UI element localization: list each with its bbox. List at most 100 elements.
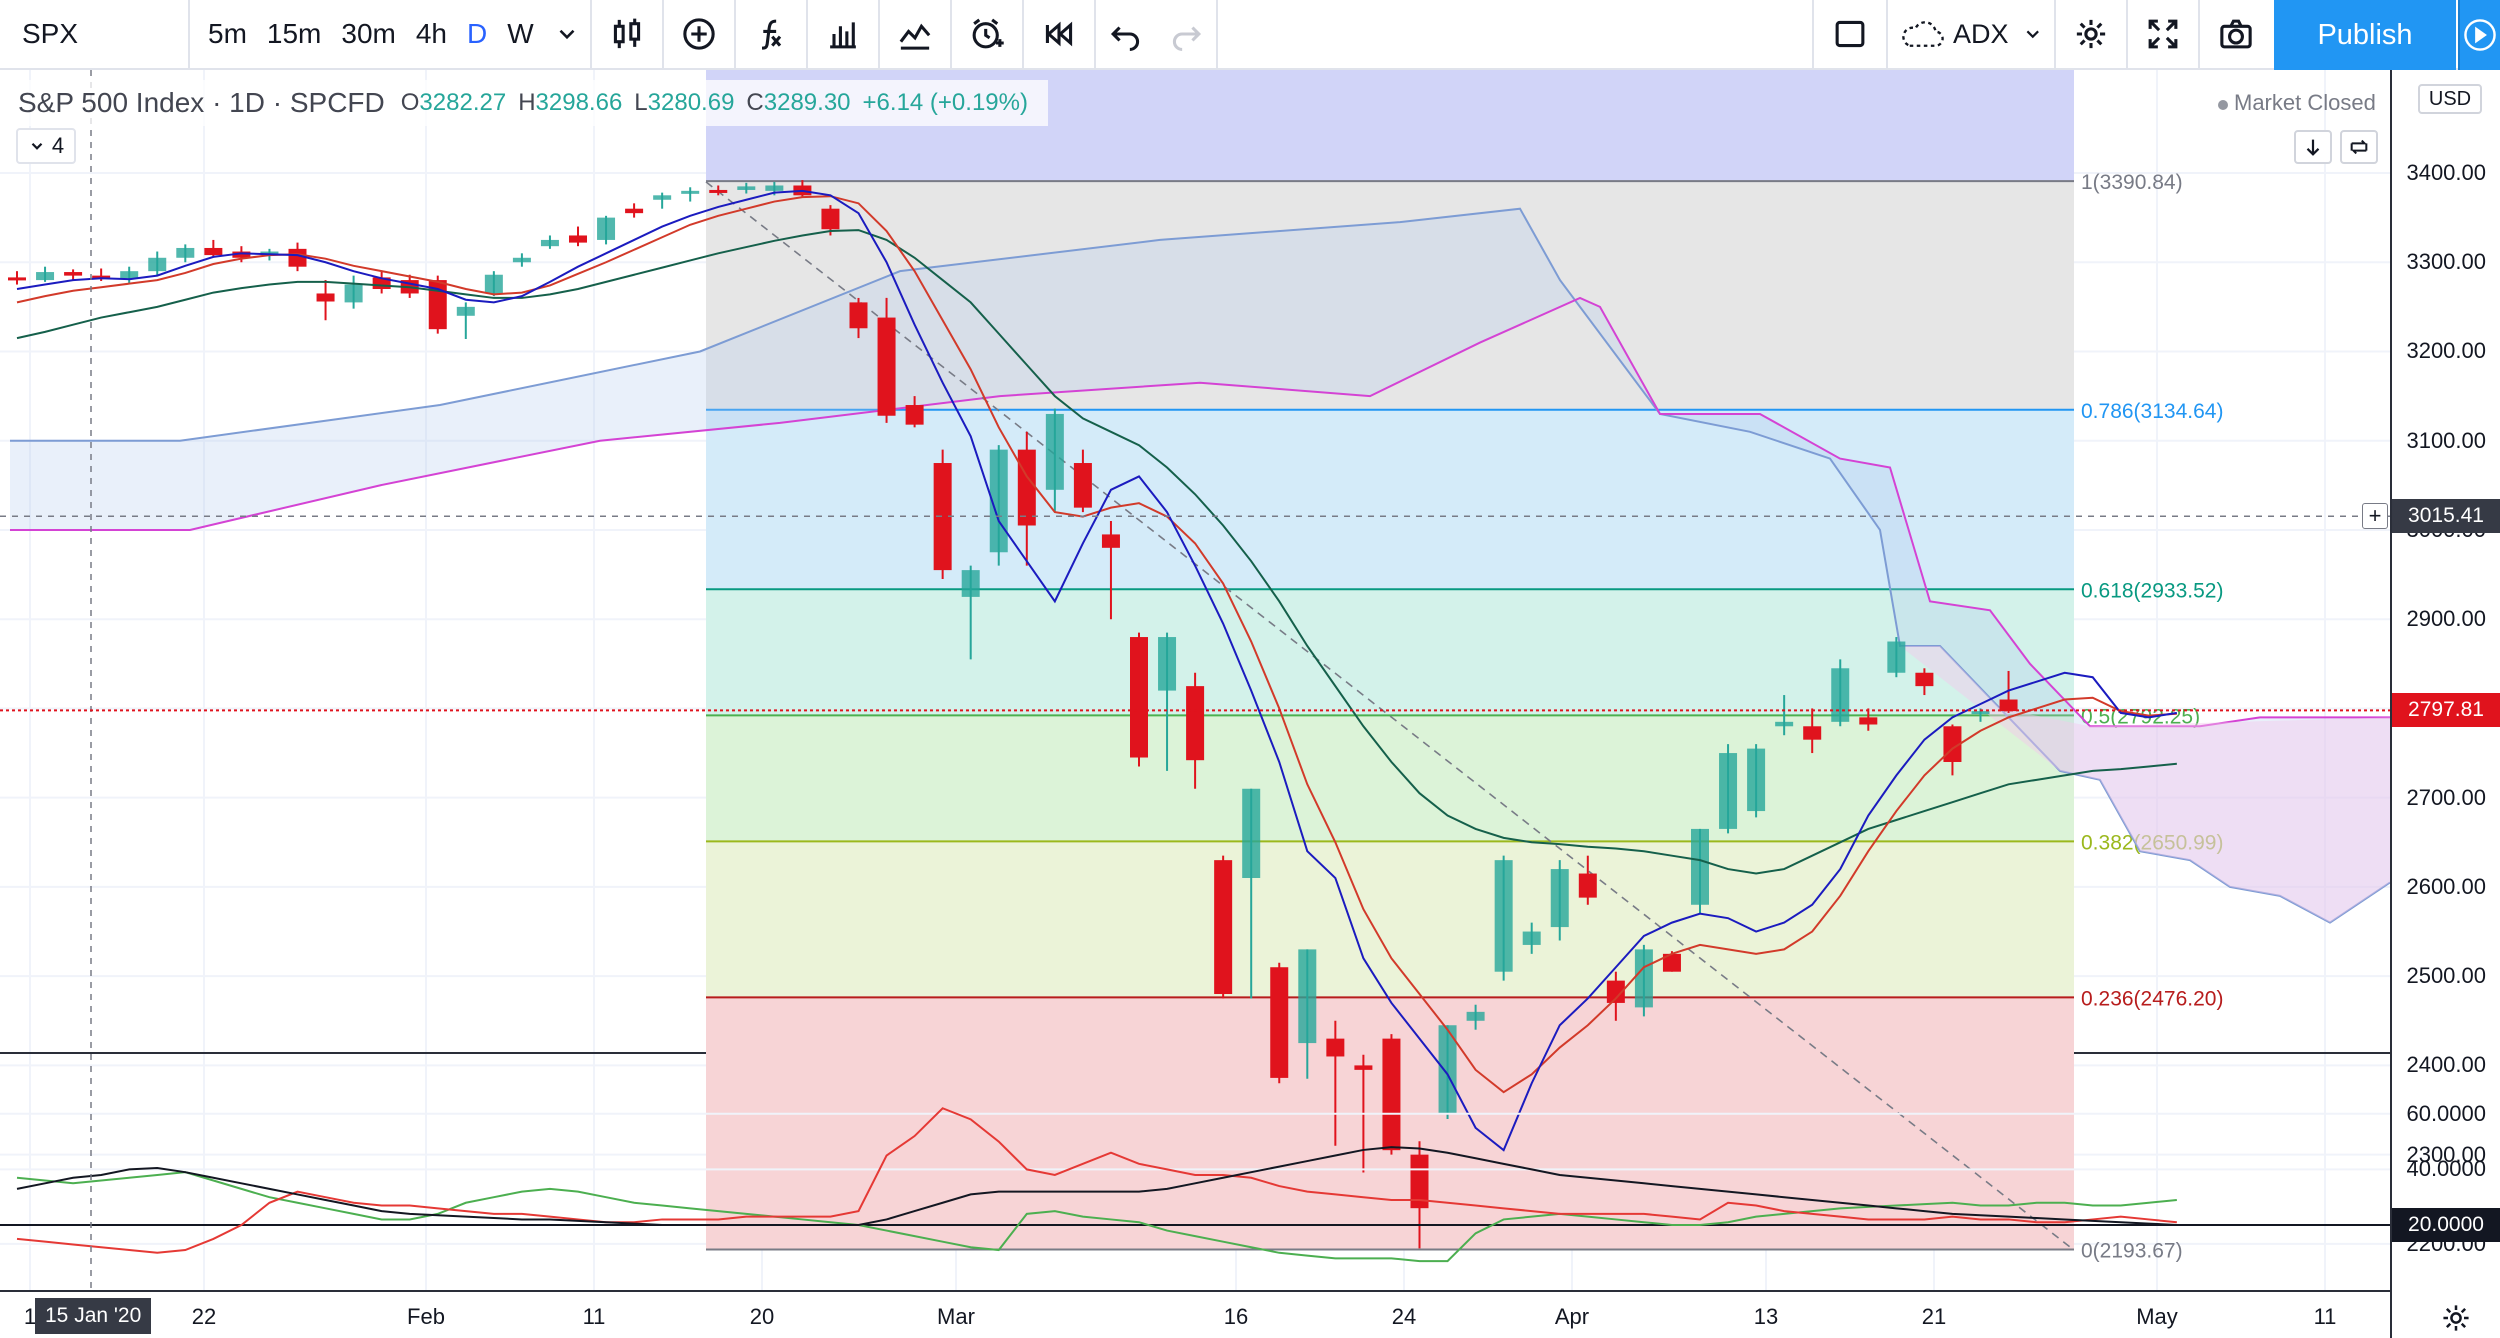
time-tick-label: 11 — [2313, 1304, 2337, 1329]
candle — [681, 187, 700, 202]
candle-body — [569, 235, 587, 243]
cloud-fill-bearish — [1900, 645, 2390, 923]
candle-body — [372, 277, 391, 290]
redo-button[interactable] — [1156, 0, 1216, 69]
cloud-span-a — [10, 207, 2390, 924]
candle-body — [877, 317, 896, 416]
candle-body — [1915, 672, 1934, 687]
fib-level-label: 0.382(2650.99) — [2081, 831, 2223, 854]
candle — [1382, 1034, 1401, 1155]
snapshot-button[interactable] — [2200, 0, 2272, 69]
save-layout-button[interactable]: ADX — [1888, 0, 2054, 69]
adx-line — [16, 1146, 2177, 1226]
scale-settings-button[interactable] — [2440, 1302, 2472, 1338]
settings-button[interactable] — [2056, 0, 2126, 69]
time-tick-label: 20 — [749, 1304, 775, 1329]
toolbar-divider — [589, 0, 592, 69]
time-tick-label: Mar — [937, 1304, 975, 1329]
time-scale[interactable]: 1 22 Feb 11 20 Mar 16 24 Apr 13 21 May 11 — [0, 1290, 2390, 1338]
undo-button[interactable] — [1096, 0, 1156, 69]
price-tick-label: 3200.00 — [2406, 338, 2486, 364]
price-scale[interactable]: 3400.003300.003200.003100.003000.002900.… — [2362, 70, 2500, 1338]
trend-line[interactable] — [705, 181, 2075, 1251]
slow-moving-average — [16, 229, 2177, 875]
replay-button[interactable] — [1024, 0, 1094, 69]
candle — [1775, 695, 1794, 736]
candle — [1242, 788, 1261, 999]
toolbar-divider — [188, 0, 190, 69]
open-label: O — [400, 89, 420, 116]
square-layout-icon — [1835, 20, 1865, 48]
candle-body — [8, 277, 26, 281]
change-value: +6.14 (+0.19%) — [862, 89, 1028, 116]
candle — [1887, 637, 1906, 678]
candle — [1999, 670, 2018, 713]
candle — [1803, 708, 1822, 754]
interval-30m[interactable]: 30m — [341, 18, 396, 49]
minus-di-line — [16, 1107, 2177, 1254]
candle — [1747, 744, 1766, 818]
candle — [1270, 962, 1289, 1084]
cloud-icon — [1902, 21, 1944, 47]
candle-body — [1719, 753, 1738, 829]
chart-type-button[interactable] — [592, 0, 662, 69]
candle-body — [1270, 967, 1289, 1078]
toolbar-divider — [661, 0, 664, 69]
candle-body — [1971, 711, 1990, 715]
play-button[interactable] — [2458, 0, 2500, 70]
time-tick-label: Apr — [1554, 1304, 1590, 1329]
price-chart[interactable]: 1(3390.84) 0.786(3134.64) 0.618(2933.52) 0.… — [0, 70, 2390, 1290]
symbol-title[interactable]: S&P 500 Index · 1D · SPCFD — [18, 87, 385, 118]
interval-1w[interactable]: W — [507, 18, 534, 49]
top-toolbar: SPX 5m 15m 30m 4h D W — [0, 0, 2500, 70]
cloud-span-b — [10, 296, 2390, 728]
indicators-button[interactable] — [736, 0, 806, 69]
candle-body — [1859, 717, 1878, 725]
interval-4h[interactable]: 4h — [415, 18, 447, 49]
candle-body — [1186, 686, 1205, 761]
toolbar-divider — [733, 0, 736, 69]
compare-button[interactable] — [664, 0, 734, 69]
candle — [989, 445, 1008, 566]
candle-body — [1522, 931, 1541, 945]
indicators-collapse-button[interactable]: 4 — [16, 128, 76, 164]
reset-chart-button[interactable] — [2340, 130, 2378, 164]
fib-zone — [706, 715, 2074, 842]
add-alert-button[interactable]: + — [2362, 503, 2388, 530]
interval-5m[interactable]: 5m — [208, 18, 247, 49]
toolbar-divider — [877, 0, 880, 69]
toolbar-divider — [949, 0, 952, 69]
alert-button[interactable] — [952, 0, 1022, 69]
templates-button[interactable] — [880, 0, 950, 69]
candle — [1550, 860, 1569, 941]
financials-button[interactable] — [808, 0, 878, 69]
indicator-count: 4 — [51, 133, 65, 158]
interval-dropdown[interactable] — [544, 0, 590, 69]
interval-1d[interactable]: D — [467, 18, 488, 49]
candle — [204, 239, 223, 257]
candle — [148, 251, 167, 276]
layout-button[interactable] — [1814, 0, 1886, 69]
candle — [1186, 672, 1205, 789]
bar-chart-icon — [829, 22, 856, 49]
currency-badge[interactable]: USD — [2418, 84, 2482, 114]
price-tick-label: 3300.00 — [2406, 249, 2486, 275]
candle-body — [260, 251, 279, 255]
time-tick-label: 22 — [191, 1304, 217, 1329]
candle — [1915, 668, 1934, 696]
candle — [8, 271, 26, 285]
symbol-search[interactable]: SPX — [22, 18, 79, 49]
scroll-to-latest-button[interactable] — [2294, 130, 2332, 164]
candle-body — [1298, 949, 1317, 1044]
time-tick-label: 1 — [23, 1304, 37, 1329]
toolbar-divider — [2198, 0, 2200, 69]
fullscreen-button[interactable] — [2128, 0, 2198, 69]
publish-button[interactable]: Publish — [2274, 0, 2456, 70]
candle — [1522, 922, 1541, 954]
time-tick-label: 11 — [582, 1304, 606, 1329]
candle — [540, 235, 559, 249]
crosshair — [0, 70, 2390, 1290]
candle — [709, 185, 728, 196]
candle — [1466, 1004, 1485, 1030]
interval-15m[interactable]: 15m — [266, 18, 322, 49]
